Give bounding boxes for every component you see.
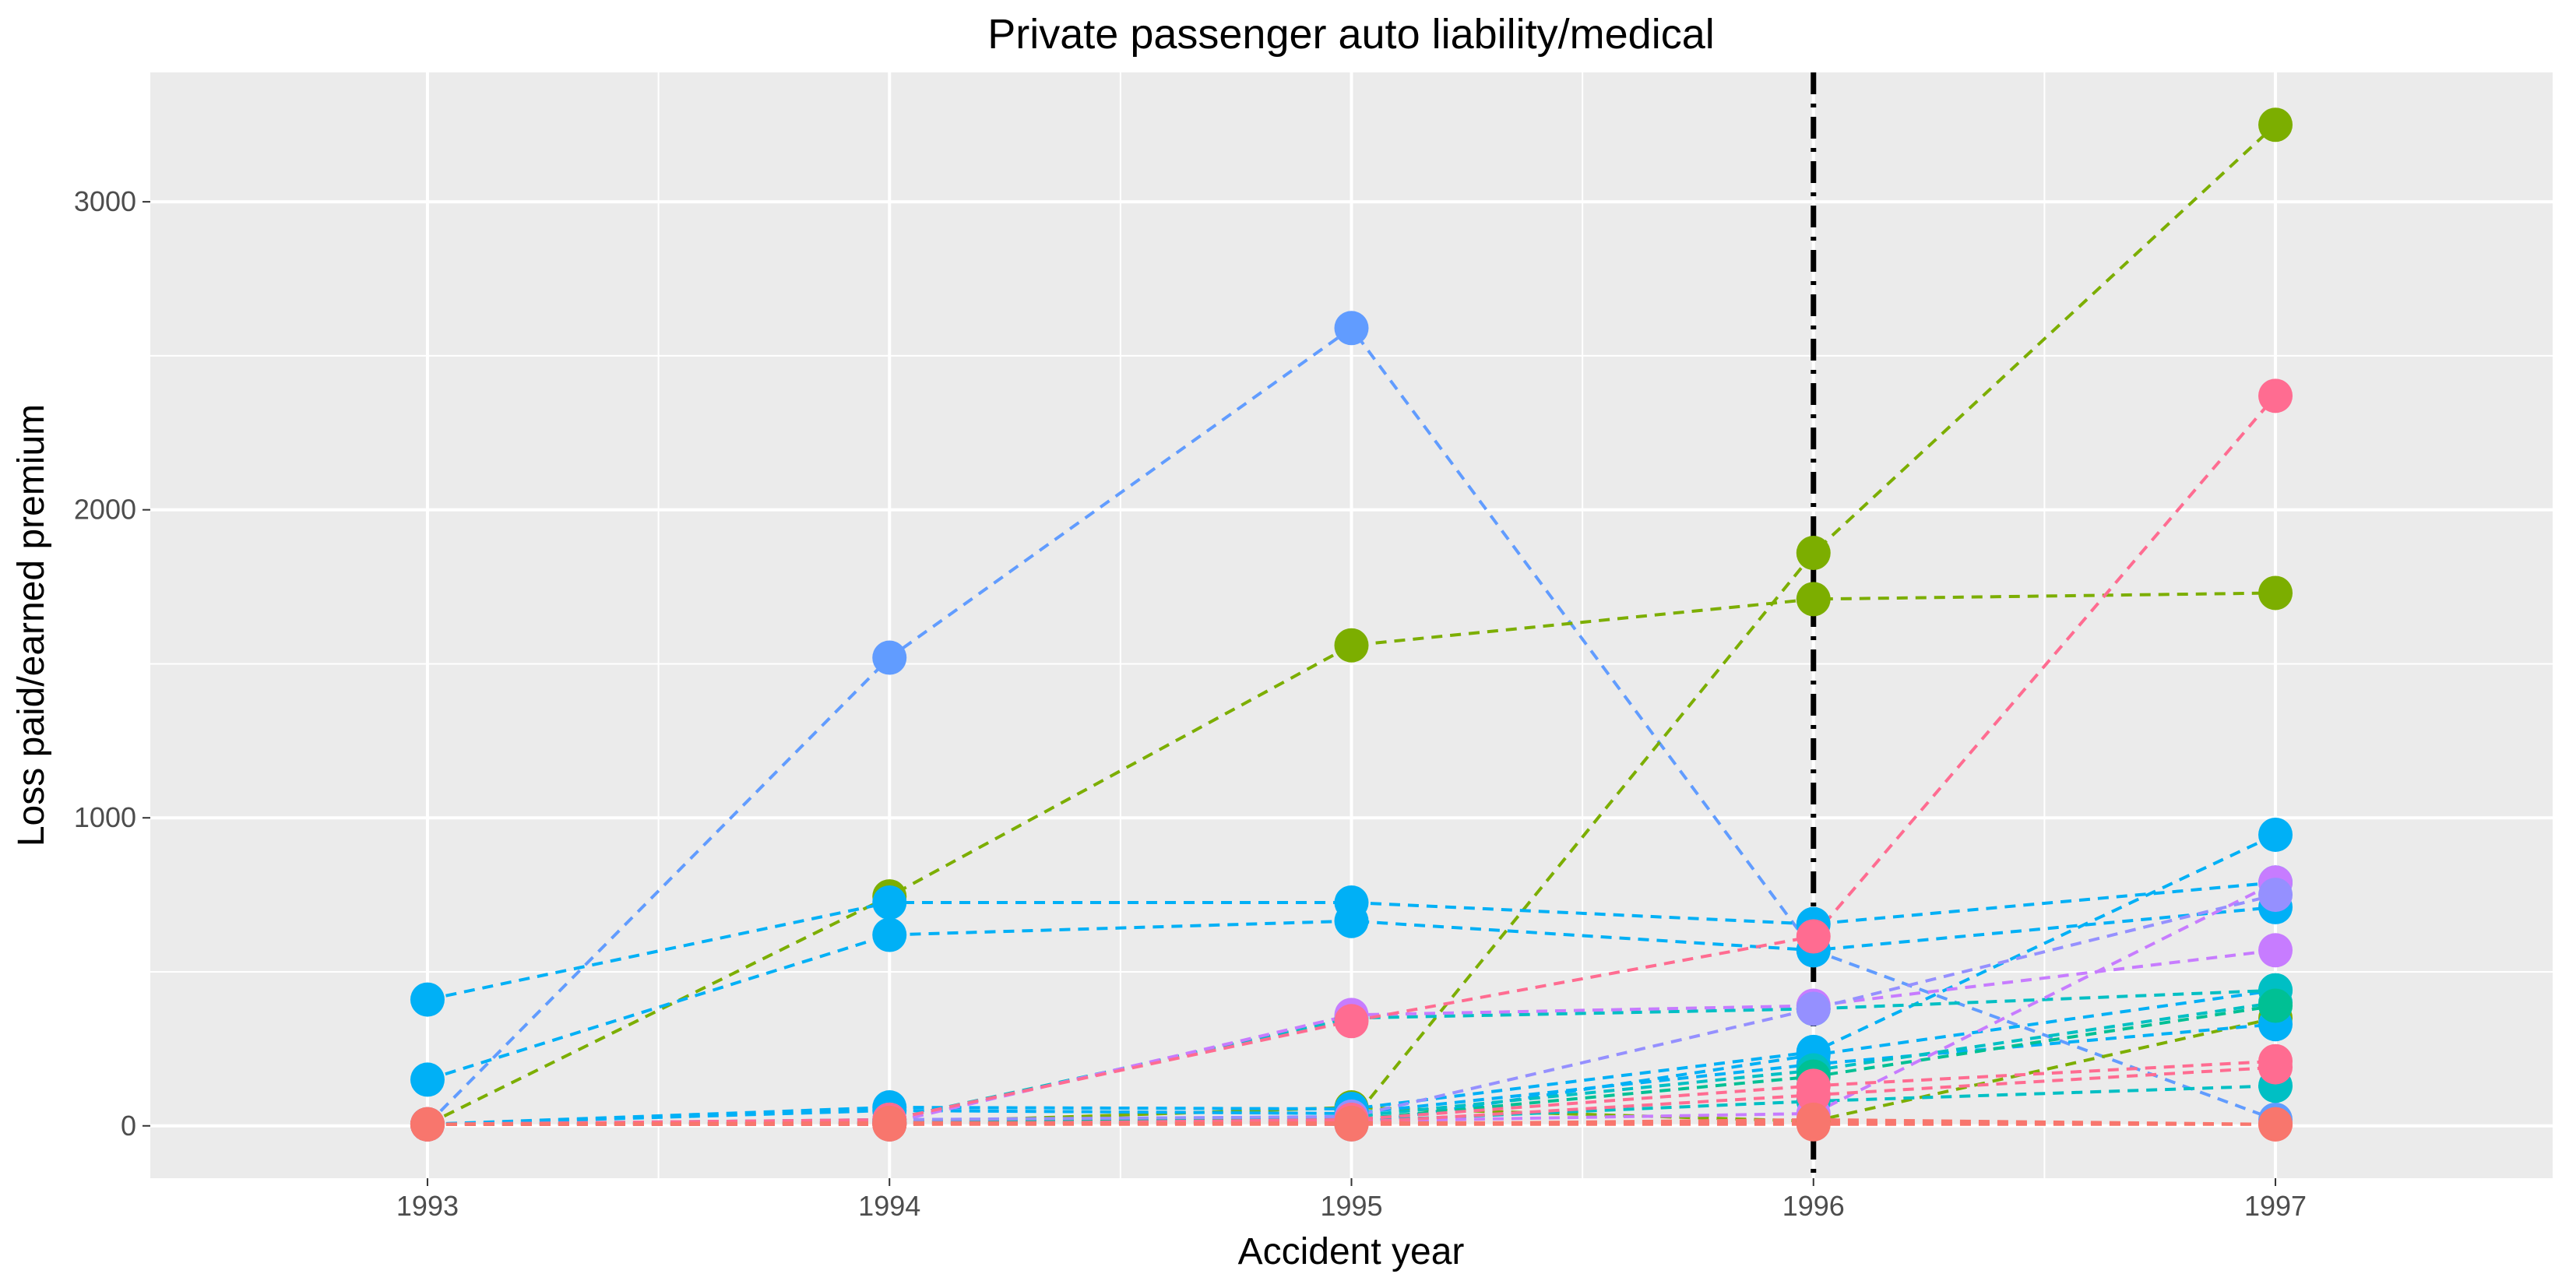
x-tick-label: 1996 (1782, 1190, 1845, 1222)
data-point (872, 1107, 907, 1142)
data-point (2258, 378, 2293, 414)
series-points (410, 107, 2293, 1142)
x-tick-label: 1995 (1320, 1190, 1382, 1222)
y-tick-label: 1000 (74, 801, 136, 833)
series-line (427, 905, 2276, 1082)
data-point (410, 1062, 445, 1097)
data-point (2258, 878, 2293, 913)
y-tick-label: 3000 (74, 185, 136, 217)
series-line (427, 591, 2276, 1126)
x-axis-title: Accident year (1238, 1231, 1465, 1272)
data-point (1796, 1102, 1831, 1137)
series-line (427, 395, 2277, 1126)
axis-ticks (143, 201, 2277, 1186)
x-tick-label: 1997 (2244, 1190, 2307, 1222)
data-point (2258, 817, 2293, 852)
y-tick-label: 0 (121, 1110, 136, 1142)
x-tick-label: 1993 (396, 1190, 459, 1222)
data-point (872, 885, 907, 920)
data-point (1334, 628, 1369, 663)
data-point (2258, 107, 2293, 143)
tick-labels: 1993 1994 1995 1996 1997 0 1000 2000 3000 (74, 185, 2307, 1222)
data-point (410, 1107, 445, 1142)
data-point (872, 917, 907, 952)
data-point (2258, 1107, 2293, 1142)
data-point (1796, 536, 1831, 571)
data-point (1796, 919, 1831, 954)
data-point (2258, 1050, 2293, 1085)
data-point (410, 982, 445, 1017)
data-point (2258, 988, 2293, 1023)
data-point (872, 640, 907, 675)
data-point (2258, 575, 2293, 611)
data-point (1334, 903, 1369, 938)
data-point (2258, 933, 2293, 968)
y-axis-title: Loss paid/earned premium (11, 404, 52, 846)
data-point (1334, 1107, 1369, 1142)
chart-title: Private passenger auto liability/medical (987, 11, 1714, 58)
data-point (1796, 991, 1831, 1026)
data-point (1334, 1004, 1369, 1039)
data-point (1334, 311, 1369, 346)
y-tick-label: 2000 (74, 494, 136, 526)
x-tick-label: 1994 (858, 1190, 920, 1222)
data-point (1796, 1078, 1831, 1113)
data-point (1796, 582, 1831, 617)
